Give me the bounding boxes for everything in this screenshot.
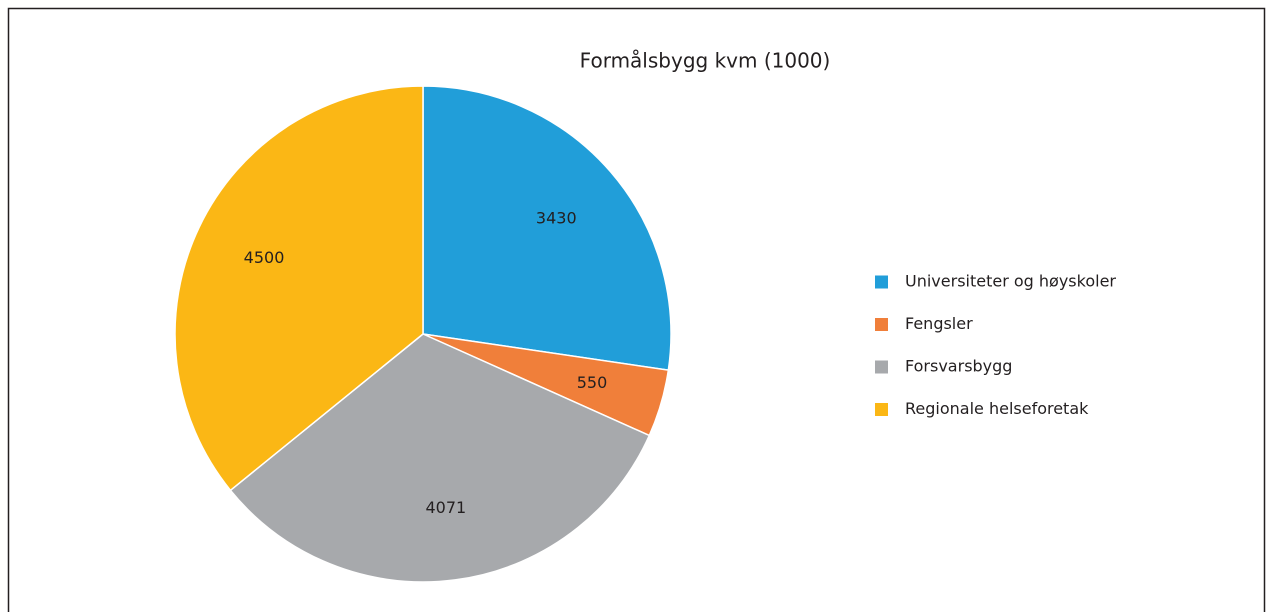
- frame: [7, 7, 1266, 612]
- data-label: 3430: [536, 208, 577, 227]
- legend-swatch: [875, 360, 888, 374]
- legend-swatch: [875, 318, 888, 331]
- legend-label: Regionale helseforetak: [905, 399, 1089, 418]
- chart-title: Formålsbygg kvm (1000): [580, 49, 831, 73]
- pie-slice: [229, 333, 651, 583]
- data-label: 550: [577, 373, 608, 392]
- legend-label: Forsvarsbygg: [905, 357, 1012, 376]
- legend-swatch: [875, 275, 888, 289]
- pie-slice: [422, 85, 672, 372]
- legend-label: Fengsler: [905, 314, 973, 333]
- data-label: 4500: [244, 248, 285, 267]
- pie-slice: [174, 85, 424, 492]
- data-label: 4071: [425, 498, 466, 517]
- legend-swatch: [875, 403, 888, 416]
- legend-label: Universiteter og høyskoler: [905, 272, 1116, 291]
